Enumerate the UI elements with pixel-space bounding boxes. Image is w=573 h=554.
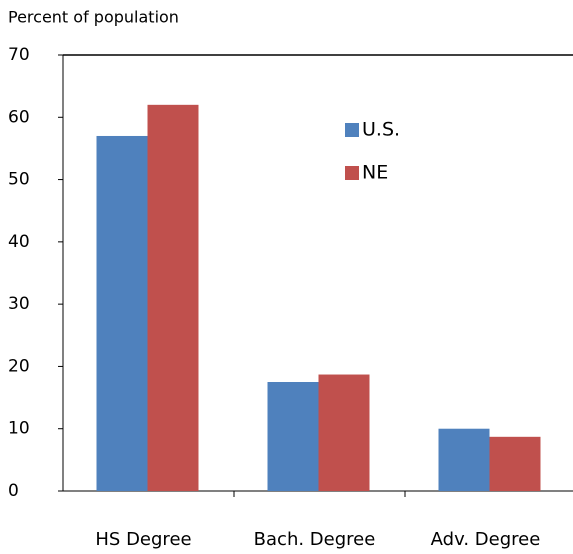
y-axis-title: Percent of population — [8, 8, 179, 27]
x-tick-label: Adv. Degree — [431, 529, 541, 550]
x-tick-label: HS Degree — [95, 529, 191, 550]
y-tick-label: 30 — [8, 294, 30, 314]
bar — [96, 135, 148, 491]
y-tick-label: 40 — [8, 232, 30, 252]
y-tick-label: 10 — [8, 419, 30, 439]
y-tick-label: 60 — [8, 107, 30, 127]
y-tick-label: 0 — [8, 481, 19, 501]
legend-swatch — [345, 166, 359, 180]
bar — [438, 428, 490, 491]
y-tick-label: 70 — [8, 45, 30, 65]
bar — [318, 374, 370, 491]
bar — [147, 104, 199, 491]
y-tick-label: 50 — [8, 170, 30, 190]
y-tick-label: 20 — [8, 356, 30, 376]
bar — [489, 436, 541, 491]
bar — [267, 382, 319, 491]
legend-swatch — [345, 123, 359, 137]
legend-label: U.S. — [362, 119, 400, 141]
legend-label: NE — [362, 162, 388, 184]
x-tick-label: Bach. Degree — [254, 529, 376, 550]
